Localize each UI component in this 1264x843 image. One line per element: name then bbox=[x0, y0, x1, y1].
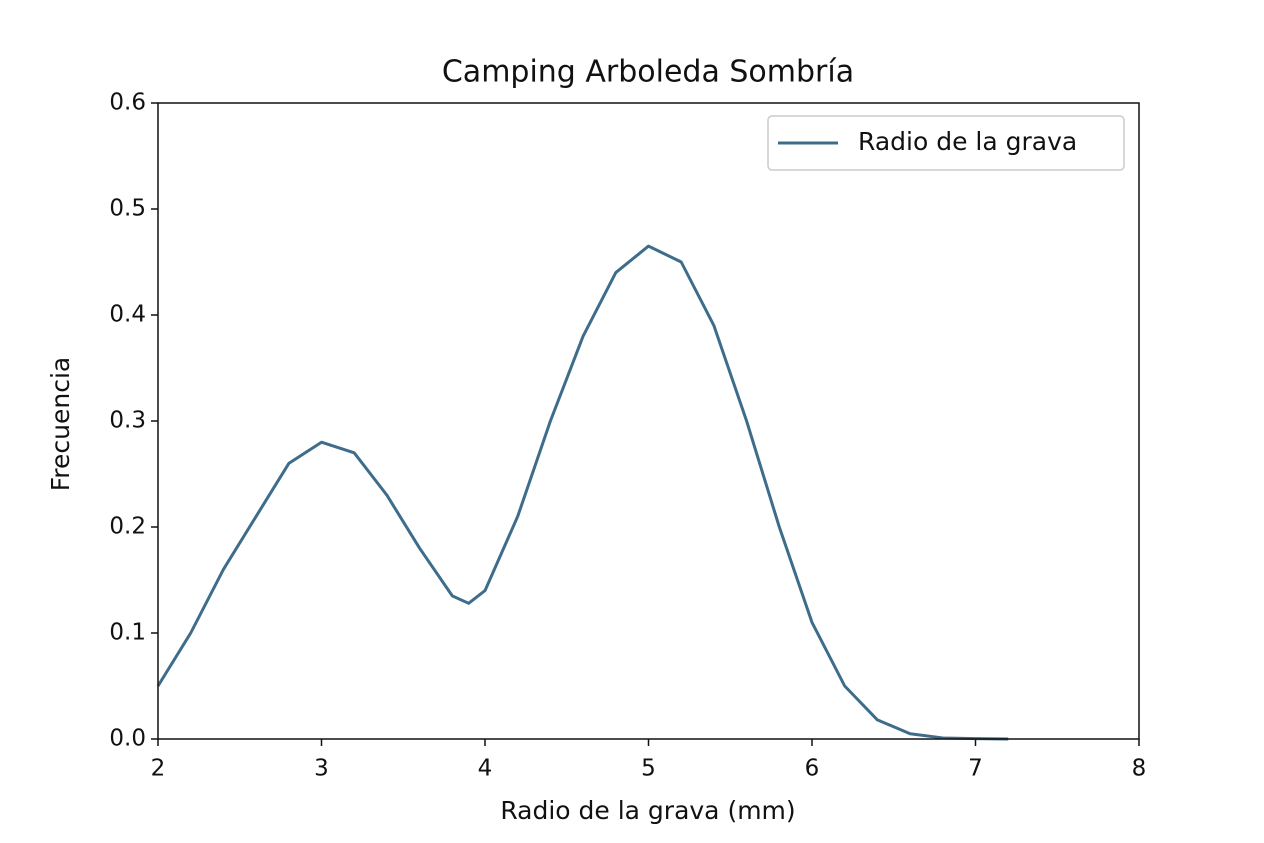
y-tick-label: 0.2 bbox=[109, 514, 146, 540]
y-axis-label: Frecuencia bbox=[46, 357, 75, 492]
x-tick-label: 5 bbox=[641, 756, 656, 782]
y-tick-label: 0.0 bbox=[109, 726, 146, 752]
y-tick-label: 0.3 bbox=[109, 408, 146, 434]
x-tick-label: 3 bbox=[314, 756, 329, 782]
plot-frame bbox=[157, 102, 1140, 740]
y-tick-label: 0.5 bbox=[109, 196, 146, 222]
x-tick-label: 6 bbox=[805, 756, 820, 782]
x-tick-label: 7 bbox=[968, 756, 983, 782]
x-tick-label: 2 bbox=[151, 756, 166, 782]
x-tick-label: 4 bbox=[478, 756, 493, 782]
legend-label: Radio de la grava bbox=[858, 127, 1077, 156]
x-tick-label: 8 bbox=[1132, 756, 1147, 782]
legend-box bbox=[767, 115, 1125, 171]
y-tick-label: 0.1 bbox=[109, 620, 146, 646]
line-series bbox=[156, 244, 1009, 741]
y-tick-label: 0.6 bbox=[109, 90, 146, 116]
x-axis-label: Radio de la grava (mm) bbox=[500, 796, 795, 825]
chart-title: Camping Arboleda Sombría bbox=[442, 55, 854, 90]
y-tick-label: 0.4 bbox=[109, 302, 146, 328]
